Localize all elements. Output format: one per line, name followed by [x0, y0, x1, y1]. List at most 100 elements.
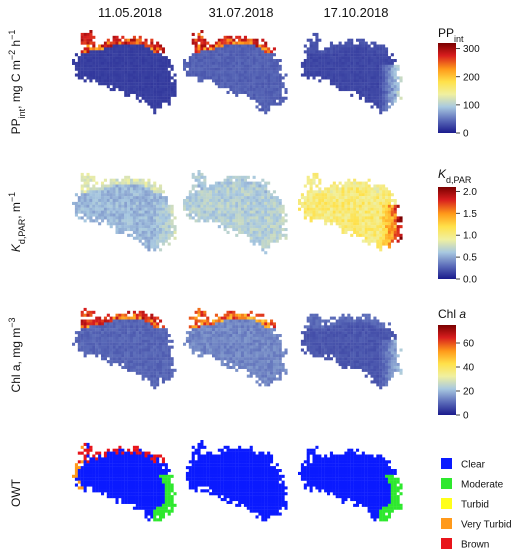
map-cell [135, 325, 139, 329]
map-cell [341, 53, 345, 57]
map-cell [255, 59, 259, 63]
map-cell [361, 53, 365, 57]
map-cell [243, 219, 247, 223]
map-cell [312, 64, 316, 68]
map-cell [77, 76, 81, 80]
map-cell [86, 328, 90, 332]
map-cell [238, 53, 242, 57]
map-cell [232, 59, 236, 63]
map-cell [121, 181, 125, 185]
map-cell [188, 216, 192, 220]
map-cell [167, 345, 171, 349]
map-cell [121, 76, 125, 80]
map-cell [356, 201, 360, 205]
map-cell [144, 181, 148, 185]
map-cell [197, 213, 201, 217]
map-cell [258, 374, 262, 378]
map-cell [318, 328, 322, 332]
map-cell [80, 328, 84, 332]
map-cell [156, 374, 160, 378]
map-cell [275, 334, 279, 338]
map-cell [106, 342, 110, 346]
map-cell [278, 201, 282, 205]
map-cell [226, 316, 230, 320]
map-cell [312, 61, 316, 65]
map-cell [229, 196, 233, 200]
map-cell [261, 345, 265, 349]
map-cell [124, 56, 128, 60]
map-cell [212, 190, 216, 194]
map-cell [127, 178, 131, 182]
map-cell [246, 196, 250, 200]
map-cell [312, 41, 316, 45]
map-cell [185, 196, 189, 200]
map-cell [127, 201, 131, 205]
map-cell [318, 322, 322, 326]
map-cell [188, 331, 192, 335]
map-cell [332, 354, 336, 358]
map-cell [156, 47, 160, 51]
map-cell [220, 339, 224, 343]
map-cell [249, 56, 253, 60]
map-cell [229, 345, 233, 349]
map-cell [358, 181, 362, 185]
map-cell [370, 230, 374, 234]
map-cell [106, 216, 110, 220]
map-cell [267, 193, 271, 197]
row-label-ppint: PPint, mg C m−2 h−1 [7, 30, 27, 135]
map-cell [329, 328, 333, 332]
map-cell [147, 187, 151, 191]
map-cell [132, 230, 136, 234]
map-cell [95, 187, 99, 191]
map-cell [347, 53, 351, 57]
map-cell [241, 90, 245, 94]
map-cell [238, 207, 242, 211]
map-cell [261, 53, 265, 57]
map-cell [206, 322, 210, 326]
map-cell [127, 336, 131, 340]
map-cell [255, 216, 259, 220]
map-cell [147, 357, 151, 361]
map-cell [83, 339, 87, 343]
map-cell [376, 93, 380, 97]
map-cell [246, 219, 250, 223]
map-cell [364, 225, 368, 229]
map-cell [159, 64, 163, 68]
map-cell [382, 88, 386, 92]
map-cell [344, 187, 348, 191]
map-cell [130, 345, 134, 349]
map-cell [246, 345, 250, 349]
map-cell [264, 354, 268, 358]
map-cell [246, 368, 250, 372]
map-cell [370, 357, 374, 361]
map-cell [109, 328, 113, 332]
map-cell [92, 64, 96, 68]
map-cell [264, 210, 268, 214]
map-cell [278, 365, 282, 369]
map-cell [121, 342, 125, 346]
map-cell [127, 233, 131, 237]
map-cell [92, 328, 96, 332]
map-cell [92, 193, 96, 197]
map-cell [246, 76, 250, 80]
map-cell [344, 322, 348, 326]
map-cell [281, 368, 285, 372]
map-cell [138, 319, 142, 323]
map-cell [86, 351, 90, 355]
map-cell [80, 325, 84, 329]
map-cell [232, 187, 236, 191]
map-cell [382, 108, 386, 112]
map-cell [321, 201, 325, 205]
map-cell [132, 207, 136, 211]
map-cell [379, 96, 383, 100]
map-cell [318, 178, 322, 182]
map-cell [353, 47, 357, 51]
map-cell [344, 201, 348, 205]
map-cell [200, 322, 204, 326]
map-cell [252, 50, 256, 54]
map-cell [159, 331, 163, 335]
map-cell [156, 368, 160, 372]
map-cell [338, 219, 342, 223]
map-cell [232, 363, 236, 367]
map-cell [335, 351, 339, 355]
